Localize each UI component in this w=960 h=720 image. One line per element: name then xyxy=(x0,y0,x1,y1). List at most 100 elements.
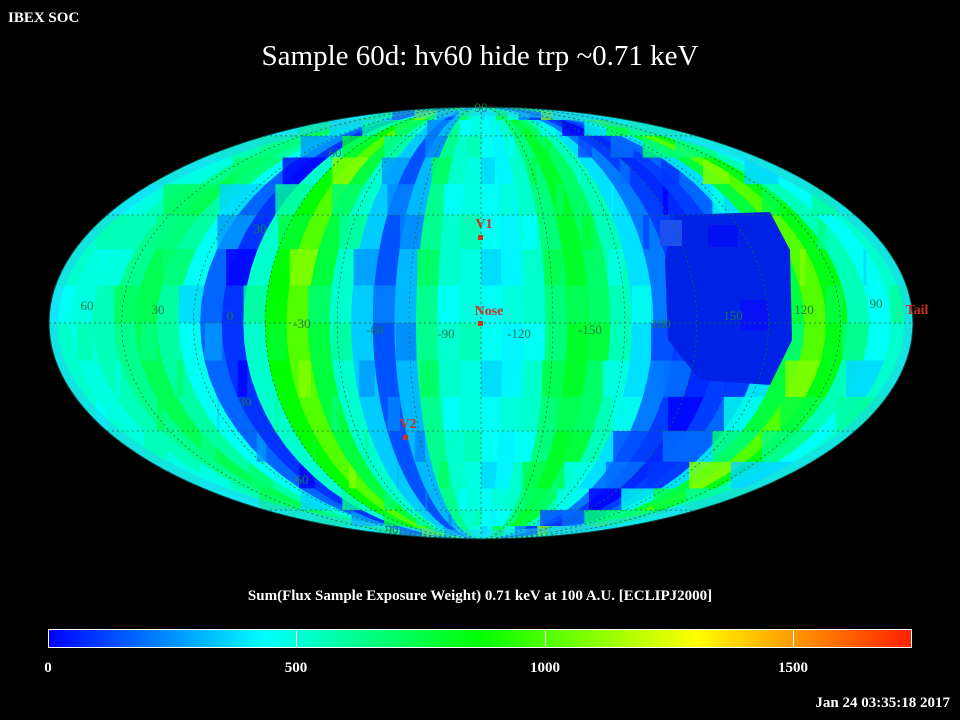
graticule-meridian xyxy=(264,107,482,539)
v2-label: V2 xyxy=(399,417,416,432)
nose-marker xyxy=(478,321,483,326)
flux-cell xyxy=(331,396,340,431)
flux-cell xyxy=(308,285,333,323)
flux-cell xyxy=(448,510,452,526)
colorbar-tick-label: 1500 xyxy=(778,660,808,676)
flux-cell xyxy=(611,184,614,215)
flux-cell xyxy=(443,184,465,215)
colorbar-tick-label: 1000 xyxy=(530,660,560,676)
v2-marker xyxy=(403,435,408,440)
flux-cell xyxy=(481,461,498,489)
flux-cell xyxy=(77,323,93,361)
flux-cell xyxy=(514,431,538,462)
flux-cell xyxy=(499,396,522,431)
flux-cell xyxy=(467,135,481,158)
flux-cell xyxy=(373,285,396,323)
colorbar-tick-label: 500 xyxy=(284,660,308,676)
lon-label: -120 xyxy=(507,326,531,341)
flux-cell xyxy=(178,285,205,323)
lat-label-30n: 30 xyxy=(254,221,267,236)
flux-cell xyxy=(608,249,623,286)
flux-cell xyxy=(508,135,514,158)
colorbar-title: Sum(Flux Sample Exposure Weight) 0.71 ke… xyxy=(247,588,713,604)
flux-cell xyxy=(817,215,826,250)
map-border xyxy=(48,106,914,540)
longitude-labels: 60 30 0 -30 -60 -90 -120 -150 180 150 12… xyxy=(81,296,883,341)
flux-cell xyxy=(643,215,650,250)
flux-cell xyxy=(464,431,481,462)
flux-cell xyxy=(459,488,468,511)
flux-cell xyxy=(523,323,546,361)
flux-cell xyxy=(268,323,287,361)
colorbar-tick-mark xyxy=(296,630,297,647)
flux-cell xyxy=(204,323,222,361)
nose-label: Nose xyxy=(475,304,504,319)
flux-cell xyxy=(156,396,164,431)
lon-label: -150 xyxy=(578,322,602,337)
timestamp: Jan 24 03:35:18 2017 xyxy=(815,695,950,711)
flux-cell xyxy=(417,249,441,286)
graticule-meridian xyxy=(120,107,482,539)
flux-cell xyxy=(545,135,551,158)
lat-label-90s: 90 xyxy=(386,522,399,537)
lon-label: 0 xyxy=(227,308,234,323)
flux-cell xyxy=(425,488,427,511)
flux-cell xyxy=(491,120,496,136)
graticule-meridian xyxy=(480,107,554,539)
flux-cell xyxy=(517,120,525,136)
flux-cell xyxy=(437,285,460,323)
flux-cell xyxy=(243,285,269,323)
tail-label: Tail xyxy=(906,303,929,318)
colorbar-tick-mark xyxy=(545,630,546,647)
map-title: Sample 60d: hv60 hide trp ~0.71 keV xyxy=(261,40,699,72)
flux-cell xyxy=(397,461,399,489)
lon-label: 180 xyxy=(651,316,671,331)
flux-cell xyxy=(826,285,843,323)
flux-cell xyxy=(544,249,563,286)
lon-label: 60 xyxy=(81,298,94,313)
lon-label: -60 xyxy=(366,322,383,337)
graticule-meridian xyxy=(336,107,482,539)
flux-cell xyxy=(567,285,588,323)
lat-label-60s: 60 xyxy=(296,472,309,487)
flux-cell xyxy=(499,184,515,215)
lon-label: -30 xyxy=(293,316,310,331)
flux-cell xyxy=(237,360,248,397)
flux-cell xyxy=(799,249,806,286)
flux-cell xyxy=(443,396,461,431)
lon-label: -90 xyxy=(437,326,454,341)
flux-cell xyxy=(555,184,564,215)
flux-cell xyxy=(632,285,651,323)
flux-cell xyxy=(387,396,400,431)
flux-cell xyxy=(439,461,448,489)
flux-cell xyxy=(582,215,594,250)
flux-cell xyxy=(312,431,316,462)
colorbar xyxy=(48,629,912,648)
flux-cell xyxy=(420,360,439,397)
lat-label-90n: 90 xyxy=(475,100,488,115)
flux-cell xyxy=(521,215,538,250)
graticule-meridian xyxy=(480,107,842,539)
flux-cell xyxy=(460,215,481,250)
flux-cell xyxy=(176,360,184,397)
flux-cell xyxy=(473,510,481,526)
lat-label-30s: 30 xyxy=(239,394,252,409)
lon-label: 90 xyxy=(870,296,883,311)
flux-cell xyxy=(275,396,279,431)
flux-cell xyxy=(481,360,503,397)
low-flux-region xyxy=(660,212,792,385)
sky-map: 90 60 30 30 60 90 60 30 0 -30 -60 -90 -1… xyxy=(48,100,929,540)
flux-cell xyxy=(365,431,369,462)
flux-cell xyxy=(662,184,668,215)
flux-cell xyxy=(256,431,267,462)
v1-label: V1 xyxy=(475,217,492,232)
lon-label: 120 xyxy=(794,302,814,317)
colorbar-tick-label: 0 xyxy=(44,660,52,676)
flux-cell xyxy=(459,323,481,361)
flux-cell xyxy=(578,157,581,185)
flux-cell xyxy=(587,323,611,361)
markers: V1 Nose V2 Tail xyxy=(399,217,929,440)
flux-cell xyxy=(141,323,158,361)
flux-cell xyxy=(414,431,425,462)
flux-cell xyxy=(863,249,867,286)
